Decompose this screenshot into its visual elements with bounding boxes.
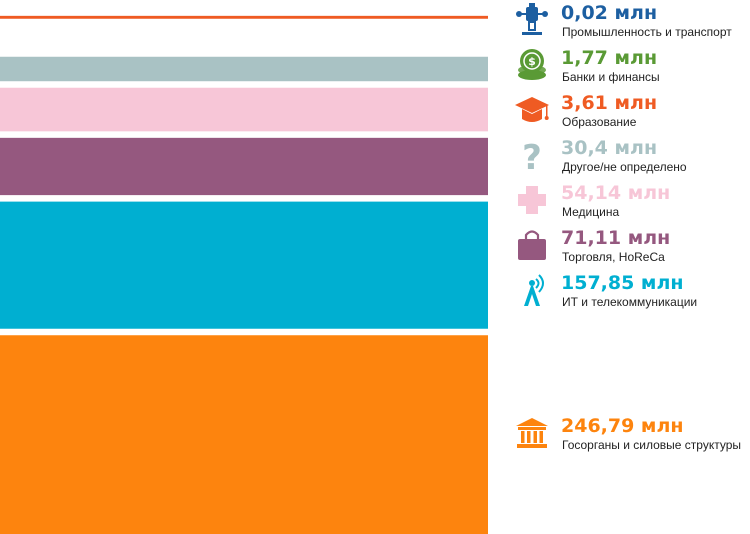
svg-text:?: ? <box>522 138 542 173</box>
category-label: Образование <box>562 115 637 129</box>
medical-cross-icon <box>514 182 550 218</box>
category-label: ИТ и телекоммуникации <box>562 295 698 309</box>
conveyor-robot-icon <box>514 2 550 38</box>
data-label: 30,4 млн <box>561 137 658 159</box>
category-label: Банки и финансы <box>562 70 660 84</box>
antenna-tower-icon <box>514 272 550 308</box>
category-label: Медицина <box>562 205 620 219</box>
graduation-cap-icon <box>514 92 550 128</box>
coins-icon: $ <box>514 47 550 83</box>
data-label: 3,61 млн <box>561 92 658 114</box>
category-label: Другое/не определено <box>562 160 687 174</box>
bar-segment-3 <box>0 15 488 19</box>
svg-text:$: $ <box>528 55 536 68</box>
data-label: 1,77 млн <box>561 47 658 69</box>
shopping-bag-icon <box>514 227 550 263</box>
category-label: Госорганы и силовые структуры <box>562 437 741 452</box>
bar-segment-7 <box>0 201 488 329</box>
data-label: 71,11 млн <box>561 227 671 249</box>
data-label: 54,14 млн <box>561 182 671 204</box>
data-label: 246,79 млн <box>561 414 684 437</box>
bar-segment-6 <box>0 137 488 196</box>
bar-segment-5 <box>0 87 488 132</box>
data-label: 0,02 млн <box>561 2 658 24</box>
bar-segment-8 <box>0 335 488 534</box>
bar-segment-4 <box>0 56 488 82</box>
government-building-icon <box>514 415 550 451</box>
category-label: Промышленность и транспорт <box>562 25 732 39</box>
category-label: Торговля, HoReCa <box>562 250 665 264</box>
data-label: 157,85 млн <box>561 272 684 294</box>
question-mark-icon: ? <box>514 137 550 178</box>
